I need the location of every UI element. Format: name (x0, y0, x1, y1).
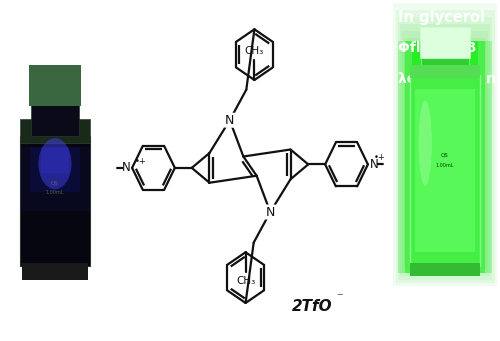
Text: Φfl = 0.48: Φfl = 0.48 (398, 41, 476, 55)
Text: In glycerol: In glycerol (398, 10, 484, 25)
Text: •+: •+ (374, 153, 386, 162)
Ellipse shape (38, 138, 72, 189)
Text: N: N (266, 206, 275, 219)
Bar (398, 17, 492, 280)
Text: N: N (122, 161, 130, 174)
Bar (396, 10, 494, 283)
Text: 2TfO: 2TfO (292, 298, 333, 313)
Bar (31, 102, 79, 136)
Bar (41, 147, 69, 173)
Text: QS: QS (441, 153, 449, 158)
Bar (410, 75, 480, 266)
Bar (410, 263, 480, 276)
Text: In methanol: In methanol (8, 10, 107, 25)
Text: CH₃: CH₃ (245, 46, 264, 56)
Bar (28, 65, 82, 106)
Bar (400, 24, 490, 276)
Text: λem = 515 nm: λem = 515 nm (398, 72, 500, 86)
Text: N: N (370, 158, 378, 171)
Bar (421, 55, 469, 75)
Bar (420, 27, 470, 58)
Text: 1.00mL: 1.00mL (436, 163, 454, 168)
Text: Φfl = 0.0086: Φfl = 0.0086 (8, 41, 105, 55)
Bar (402, 31, 488, 273)
Text: ⁻: ⁻ (336, 292, 342, 305)
Text: •+: •+ (134, 157, 146, 166)
Text: QS: QS (51, 180, 59, 185)
Bar (20, 147, 90, 211)
Bar (416, 89, 474, 252)
Bar (410, 65, 480, 78)
Bar (412, 41, 478, 273)
Bar (22, 263, 88, 280)
Bar (398, 41, 492, 273)
Bar (404, 38, 485, 269)
Bar (20, 119, 90, 143)
Text: 1.00mL: 1.00mL (46, 190, 64, 195)
Text: CH₃: CH₃ (236, 276, 255, 286)
Bar (394, 3, 496, 286)
Ellipse shape (418, 101, 432, 186)
Bar (406, 41, 484, 273)
Text: N: N (225, 114, 234, 127)
Bar (20, 136, 90, 266)
Bar (30, 147, 80, 192)
